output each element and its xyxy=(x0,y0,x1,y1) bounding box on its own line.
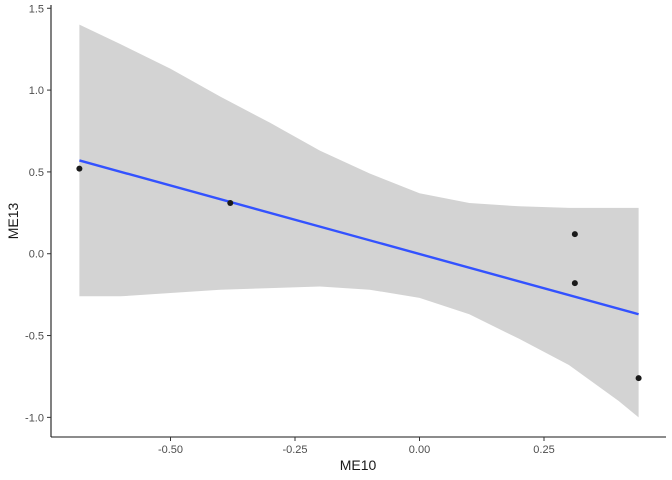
y-axis-title: ME13 xyxy=(5,203,21,240)
x-tick-label: -0.50 xyxy=(158,444,183,456)
data-point-5 xyxy=(635,375,642,382)
axes xyxy=(50,5,666,438)
x-ticks: -0.50 -0.25 0.00 0.25 xyxy=(158,437,555,456)
fit-line-layer xyxy=(79,159,639,316)
data-point-1 xyxy=(76,165,83,172)
confidence-band xyxy=(79,24,639,418)
y-tick-label: 0.0 xyxy=(29,249,44,261)
data-point-2 xyxy=(227,200,234,206)
x-tick-label: 0.25 xyxy=(533,444,554,456)
y-tick-label: 1.0 xyxy=(29,85,44,97)
y-tick-label: -0.5 xyxy=(25,331,44,343)
data-point-3 xyxy=(571,231,578,238)
x-tick-label: 0.00 xyxy=(409,444,430,456)
regression-line xyxy=(79,159,639,316)
data-points-layer xyxy=(76,165,642,382)
data-point-4 xyxy=(571,280,578,287)
y-tick-label: 0.5 xyxy=(29,167,44,179)
confidence-band-layer xyxy=(79,24,639,418)
x-tick-label: -0.25 xyxy=(282,444,307,456)
y-ticks: -1.0 -0.5 0.0 0.5 1.0 1.5 xyxy=(25,3,51,424)
y-tick-label: 1.5 xyxy=(29,3,44,15)
y-tick-label: -1.0 xyxy=(25,412,44,424)
x-axis-title: ME10 xyxy=(340,457,377,473)
